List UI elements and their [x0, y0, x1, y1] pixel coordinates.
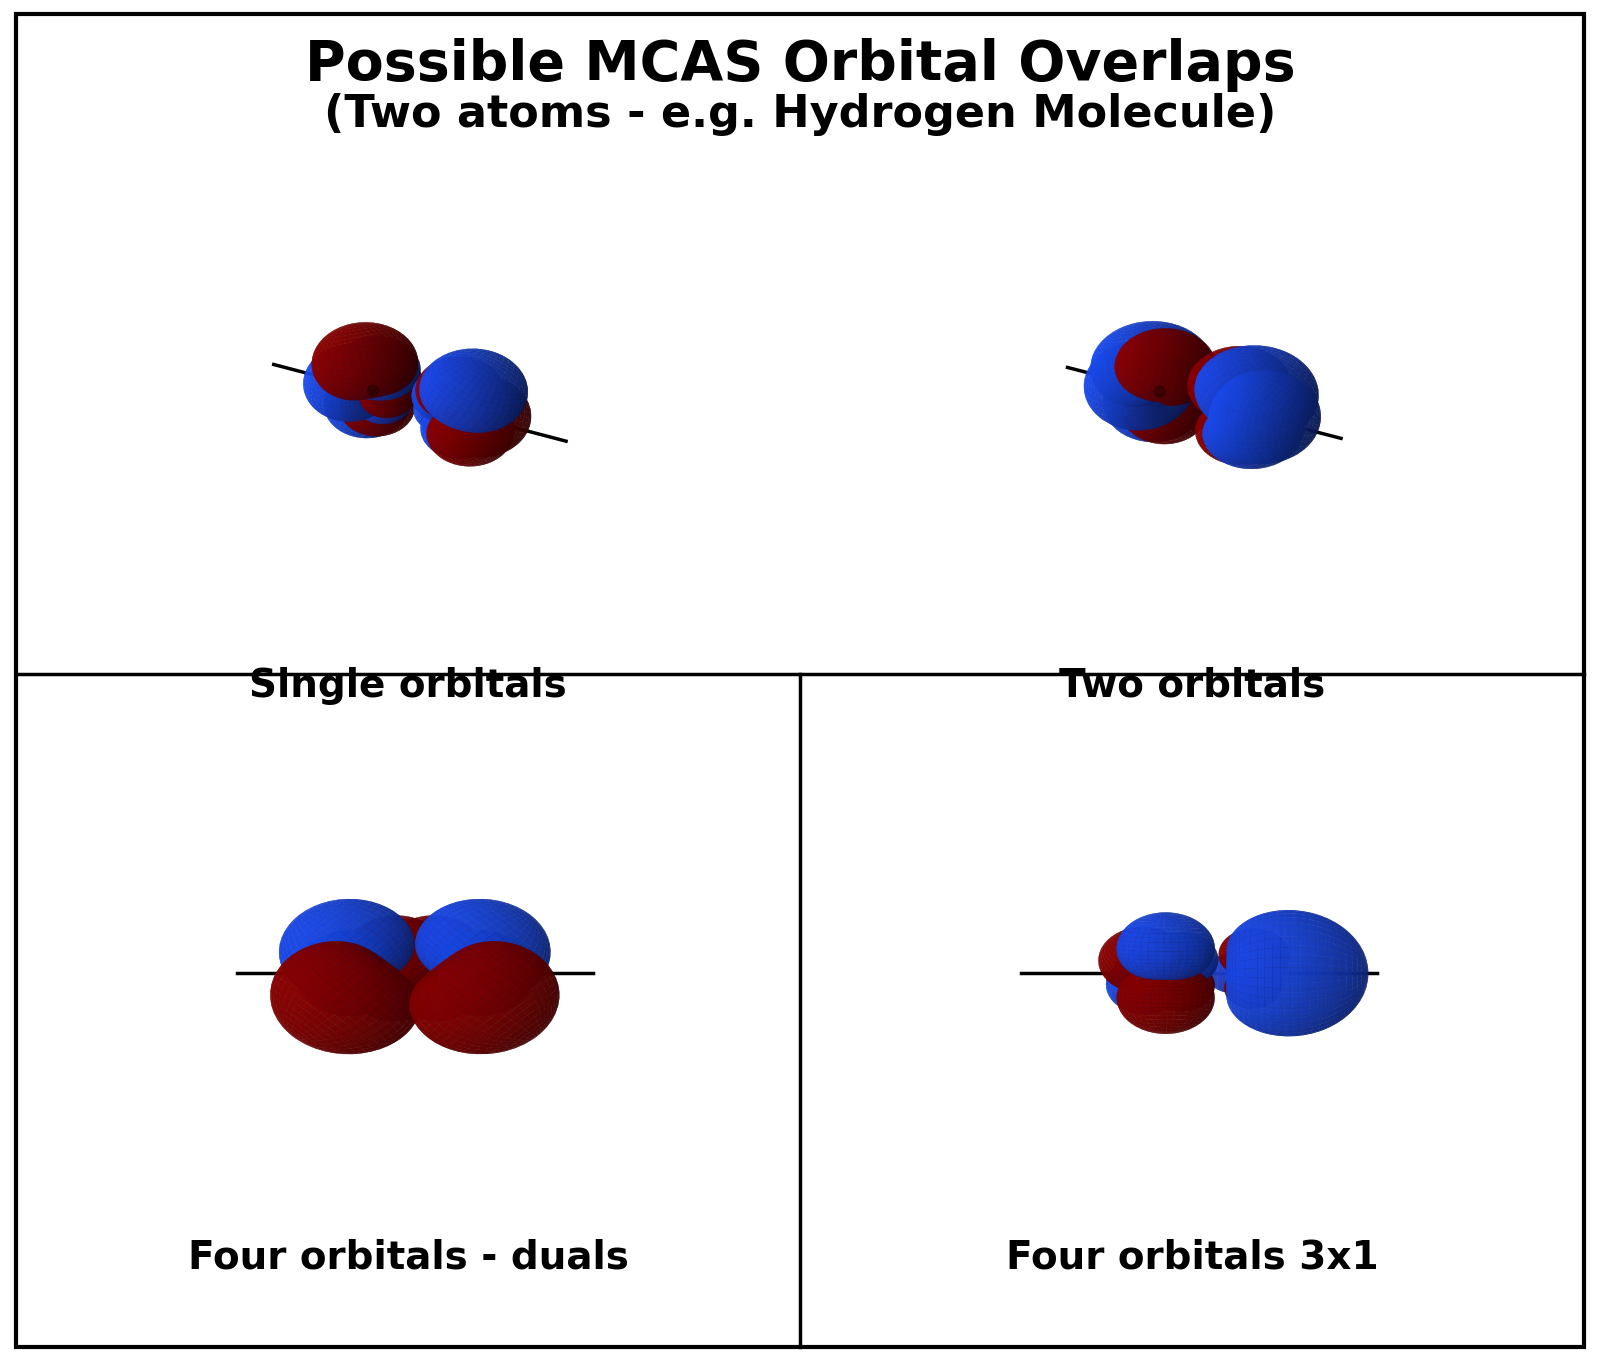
Text: Four orbitals 3x1: Four orbitals 3x1 — [1006, 1239, 1378, 1277]
Text: (Two atoms - e.g. Hydrogen Molecule): (Two atoms - e.g. Hydrogen Molecule) — [323, 93, 1277, 136]
Text: Single orbitals: Single orbitals — [250, 667, 566, 705]
Text: Four orbitals - duals: Four orbitals - duals — [187, 1239, 629, 1277]
Text: Possible MCAS Orbital Overlaps: Possible MCAS Orbital Overlaps — [304, 38, 1296, 93]
Text: Two orbitals: Two orbitals — [1059, 667, 1325, 705]
